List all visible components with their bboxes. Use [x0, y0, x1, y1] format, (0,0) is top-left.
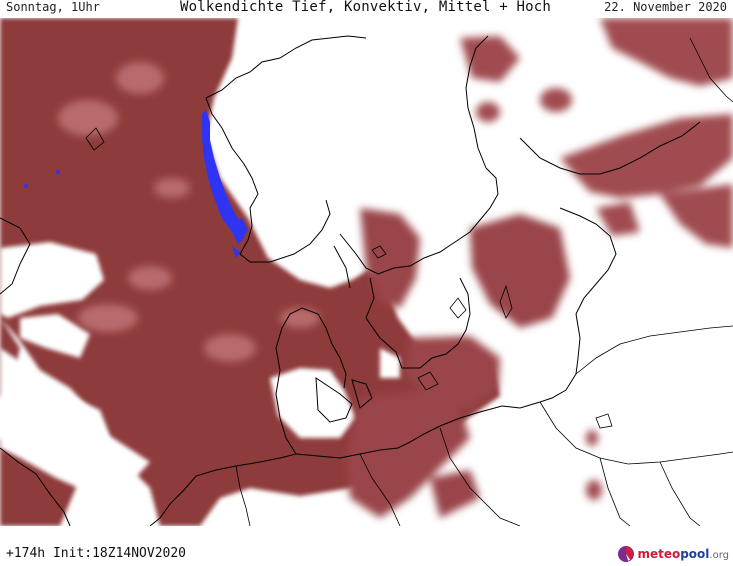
cloud-light-patches — [58, 62, 320, 362]
meteopool-logo: meteopool.org — [618, 546, 729, 562]
convective-clouds — [24, 110, 248, 258]
map-footer: +174h Init:18Z14NOV2020 meteopool.org — [0, 526, 733, 566]
weather-map — [0, 18, 733, 526]
valid-day-time: Sonntag, 1Uhr — [6, 0, 100, 14]
coastlines-borders — [0, 35, 733, 526]
valid-date: 22. November 2020 — [604, 0, 727, 14]
cloud-clearings — [0, 242, 400, 496]
map-header: Sonntag, 1Uhr Wolkendichte Tief, Konvekt… — [0, 0, 733, 18]
cloud-area-baltic — [346, 208, 570, 518]
meteopool-logo-icon — [618, 546, 635, 562]
meteopool-logo-text: meteopool.org — [637, 547, 729, 561]
map-title: Wolkendichte Tief, Konvektiv, Mittel + H… — [180, 0, 552, 15]
forecast-run-info: +174h Init:18Z14NOV2020 — [6, 546, 187, 561]
cloud-density-map — [0, 18, 733, 526]
cloud-area-northeast — [460, 18, 733, 500]
